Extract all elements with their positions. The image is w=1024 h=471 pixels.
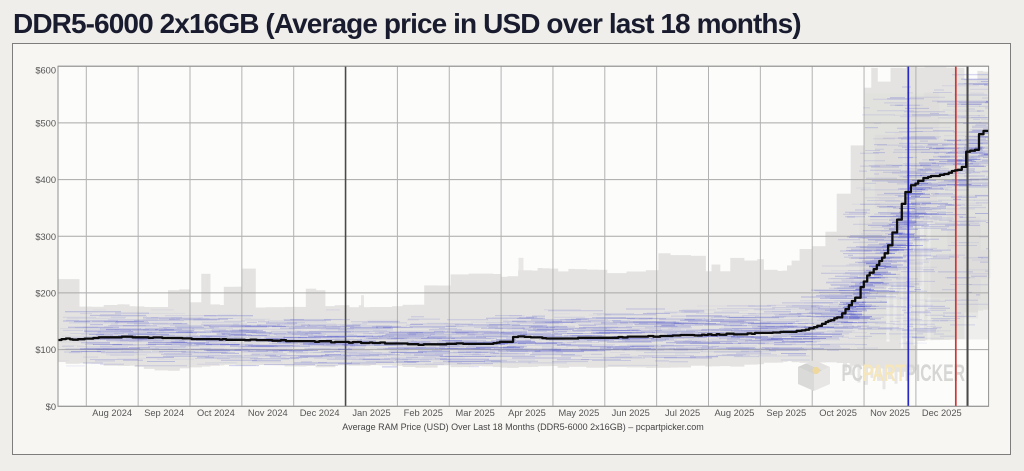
svg-text:Aug 2024: Aug 2024 <box>92 408 132 418</box>
svg-text:Apr 2025: Apr 2025 <box>508 408 546 418</box>
svg-text:PART: PART <box>863 360 906 387</box>
svg-text:Jun 2025: Jun 2025 <box>612 408 650 418</box>
svg-text:$200: $200 <box>35 288 56 298</box>
svg-text:Oct 2024: Oct 2024 <box>197 408 235 418</box>
svg-text:$100: $100 <box>35 345 56 355</box>
svg-text:Dec 2025: Dec 2025 <box>922 408 962 418</box>
svg-text:Sep 2025: Sep 2025 <box>766 408 806 418</box>
svg-text:Oct 2025: Oct 2025 <box>819 408 857 418</box>
svg-text:$600: $600 <box>35 66 56 76</box>
svg-text:Jul 2025: Jul 2025 <box>665 408 700 418</box>
svg-text:Aug 2025: Aug 2025 <box>714 408 754 418</box>
svg-text:$0: $0 <box>46 402 56 412</box>
svg-text:$300: $300 <box>35 232 56 242</box>
svg-text:Feb 2025: Feb 2025 <box>404 408 443 418</box>
svg-text:PC: PC <box>842 360 863 387</box>
svg-text:Mar 2025: Mar 2025 <box>456 408 495 418</box>
svg-text:Average RAM Price (USD) Over L: Average RAM Price (USD) Over Last 18 Mon… <box>342 422 703 432</box>
svg-text:May 2025: May 2025 <box>558 408 599 418</box>
svg-text:$500: $500 <box>35 118 56 128</box>
svg-text:Dec 2024: Dec 2024 <box>300 408 340 418</box>
svg-text:Nov 2025: Nov 2025 <box>870 408 910 418</box>
svg-text:$400: $400 <box>35 175 56 185</box>
svg-text:Sep 2024: Sep 2024 <box>144 408 184 418</box>
svg-text:Nov 2024: Nov 2024 <box>248 408 288 418</box>
svg-text:Jan 2025: Jan 2025 <box>352 408 390 418</box>
